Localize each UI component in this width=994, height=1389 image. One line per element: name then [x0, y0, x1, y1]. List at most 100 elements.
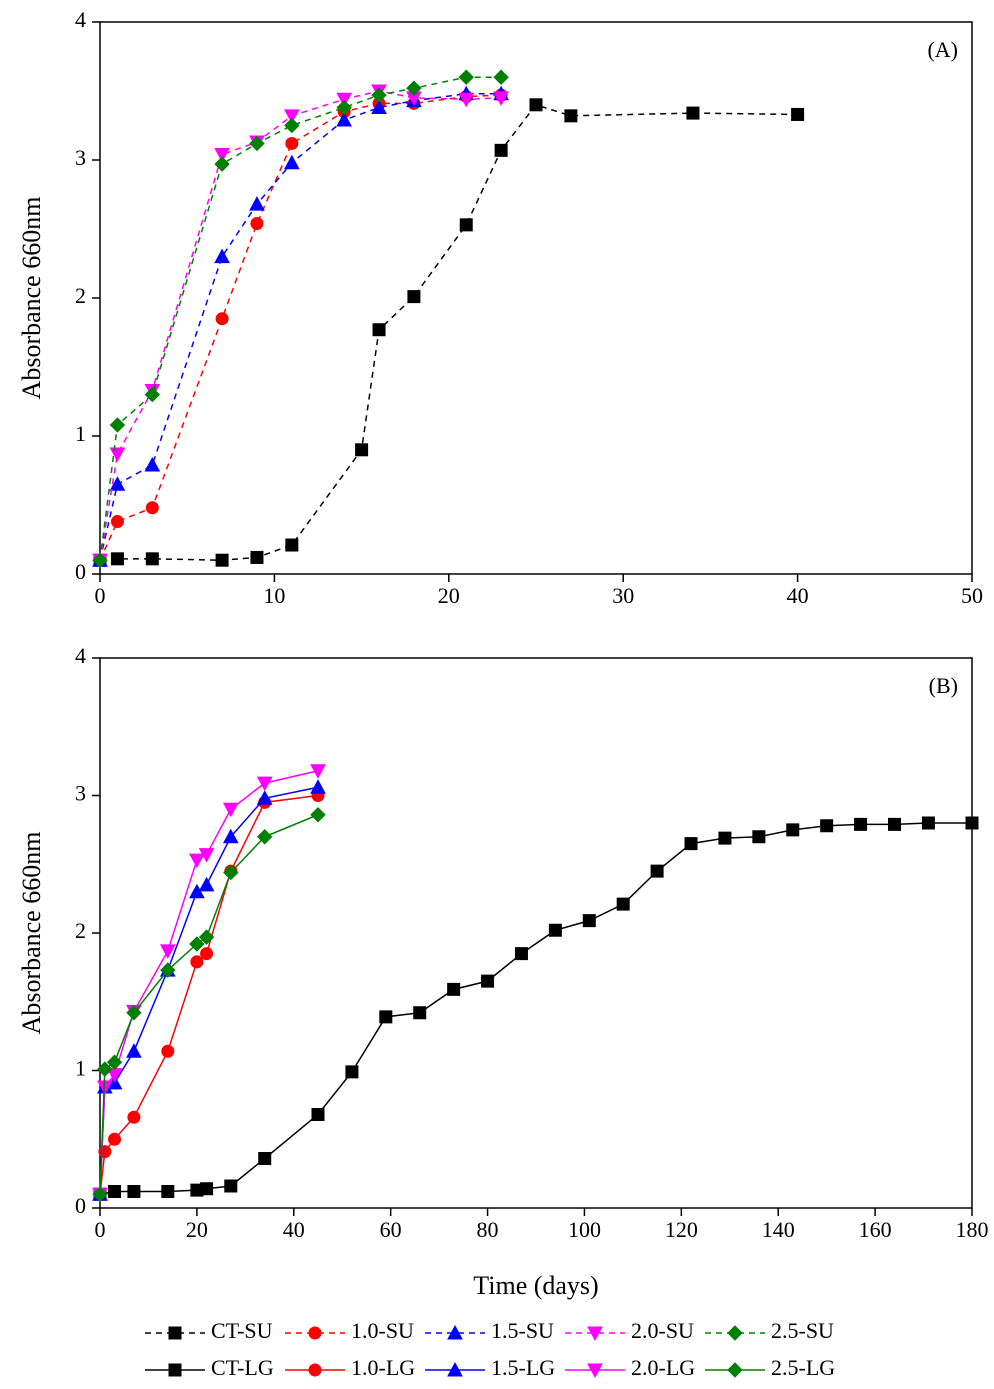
marker	[222, 828, 239, 844]
marker	[256, 776, 273, 792]
x-tick-label: 100	[568, 1217, 601, 1242]
marker	[214, 156, 230, 172]
legend-label: 2.0-SU	[631, 1318, 694, 1343]
series-line	[99, 770, 319, 1195]
marker	[965, 816, 979, 830]
legend-marker	[447, 1324, 463, 1340]
marker	[887, 817, 901, 831]
marker	[249, 135, 265, 152]
marker	[820, 819, 834, 833]
marker	[752, 830, 766, 844]
marker	[791, 107, 805, 121]
marker	[160, 962, 176, 978]
marker	[458, 69, 474, 85]
marker	[372, 323, 386, 337]
legend-marker	[587, 1363, 603, 1379]
series-line	[99, 93, 502, 561]
panel-annotation: (A)	[927, 37, 958, 62]
legend-label: 2.0-LG	[631, 1355, 695, 1380]
marker	[97, 1061, 113, 1077]
y-tick-label: 3	[75, 781, 86, 806]
legend-label: 1.0-SU	[351, 1318, 414, 1343]
marker	[145, 552, 159, 566]
plot-frame	[99, 657, 973, 1209]
marker	[459, 218, 473, 232]
y-tick-label: 2	[75, 283, 86, 308]
marker	[127, 1110, 141, 1124]
marker	[564, 109, 578, 123]
marker	[223, 864, 239, 881]
y-tick-label: 4	[75, 7, 86, 32]
legend-marker	[447, 1361, 463, 1377]
marker	[161, 1044, 175, 1058]
marker	[108, 1185, 122, 1198]
marker	[110, 515, 124, 529]
marker	[345, 1065, 359, 1079]
marker	[336, 92, 352, 108]
marker	[200, 1182, 214, 1196]
series-line	[99, 76, 502, 561]
y-axis-label: Absorbance 660nm	[17, 832, 46, 1035]
marker	[250, 550, 264, 564]
y-tick-label: 2	[75, 918, 86, 943]
marker	[481, 974, 495, 988]
series-line	[99, 90, 502, 561]
series-line	[99, 814, 319, 1195]
marker	[257, 829, 273, 845]
marker	[108, 1132, 122, 1146]
x-tick-label: 30	[612, 583, 634, 608]
x-axis-label: Time (days)	[473, 1271, 598, 1300]
marker	[336, 99, 352, 116]
marker	[285, 136, 299, 150]
y-tick-label: 4	[75, 643, 86, 668]
marker	[686, 106, 700, 120]
marker	[285, 538, 299, 552]
legend-label: 1.5-LG	[491, 1355, 555, 1380]
x-tick-label: 0	[95, 583, 106, 608]
legend-marker	[168, 1326, 182, 1340]
marker	[921, 816, 935, 830]
x-tick-label: 20	[438, 583, 460, 608]
y-axis-label: Absorbance 660nm	[17, 197, 46, 400]
marker	[215, 553, 229, 567]
marker	[854, 817, 868, 831]
marker	[355, 443, 369, 457]
marker	[109, 476, 126, 491]
y-tick-label: 0	[75, 1193, 86, 1218]
marker	[92, 1186, 108, 1202]
series-line	[99, 103, 798, 561]
marker	[458, 92, 475, 108]
legend-label: 1.5-SU	[491, 1318, 554, 1343]
legend-marker	[587, 1326, 603, 1342]
series-line	[99, 94, 502, 561]
marker	[284, 109, 300, 124]
marker	[200, 947, 214, 961]
marker	[145, 501, 159, 515]
marker	[684, 837, 698, 851]
x-tick-label: 20	[186, 1217, 208, 1242]
marker	[371, 99, 387, 115]
legend-marker	[727, 1325, 743, 1341]
marker	[109, 447, 126, 462]
marker	[250, 216, 264, 230]
marker	[310, 764, 326, 779]
x-tick-label: 140	[762, 1217, 795, 1242]
legend-label: 2.5-SU	[771, 1318, 834, 1343]
marker	[144, 456, 161, 472]
marker	[110, 552, 124, 566]
marker	[718, 831, 732, 845]
y-tick-label: 3	[75, 145, 86, 170]
marker	[256, 790, 273, 805]
x-tick-label: 120	[665, 1217, 698, 1242]
marker	[786, 823, 800, 837]
marker	[493, 91, 509, 106]
x-tick-label: 40	[787, 583, 809, 608]
x-tick-label: 40	[283, 1217, 305, 1242]
marker	[92, 552, 108, 568]
legend-label: 1.0-LG	[351, 1355, 415, 1380]
y-tick-label: 1	[75, 1056, 86, 1081]
y-tick-label: 1	[75, 421, 86, 446]
legend-label: CT-LG	[211, 1355, 274, 1380]
x-tick-label: 10	[263, 583, 285, 608]
marker	[406, 80, 422, 96]
